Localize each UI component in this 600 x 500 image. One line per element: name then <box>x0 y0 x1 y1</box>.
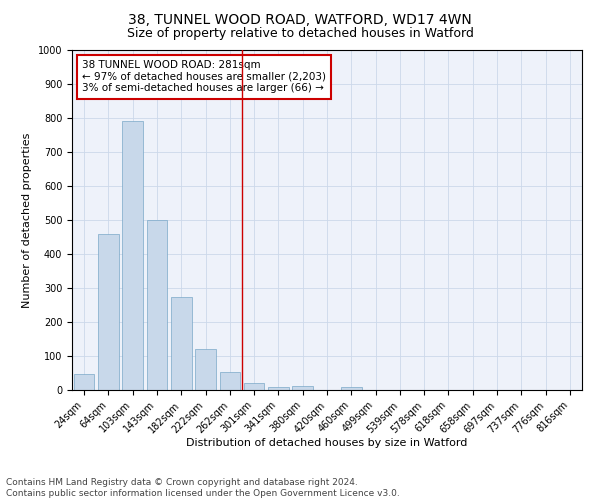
Bar <box>146 220 167 390</box>
Text: 38, TUNNEL WOOD ROAD, WATFORD, WD17 4WN: 38, TUNNEL WOOD ROAD, WATFORD, WD17 4WN <box>128 12 472 26</box>
Bar <box>292 386 313 390</box>
Bar <box>341 388 362 390</box>
Bar <box>171 296 191 390</box>
Bar <box>220 372 240 390</box>
Y-axis label: Number of detached properties: Number of detached properties <box>22 132 32 308</box>
X-axis label: Distribution of detached houses by size in Watford: Distribution of detached houses by size … <box>187 438 467 448</box>
Bar <box>74 374 94 390</box>
Text: Contains HM Land Registry data © Crown copyright and database right 2024.
Contai: Contains HM Land Registry data © Crown c… <box>6 478 400 498</box>
Bar <box>122 122 143 390</box>
Bar <box>268 386 289 390</box>
Bar <box>195 348 216 390</box>
Bar <box>244 382 265 390</box>
Text: Size of property relative to detached houses in Watford: Size of property relative to detached ho… <box>127 28 473 40</box>
Text: 38 TUNNEL WOOD ROAD: 281sqm
← 97% of detached houses are smaller (2,203)
3% of s: 38 TUNNEL WOOD ROAD: 281sqm ← 97% of det… <box>82 60 326 94</box>
Bar <box>98 234 119 390</box>
